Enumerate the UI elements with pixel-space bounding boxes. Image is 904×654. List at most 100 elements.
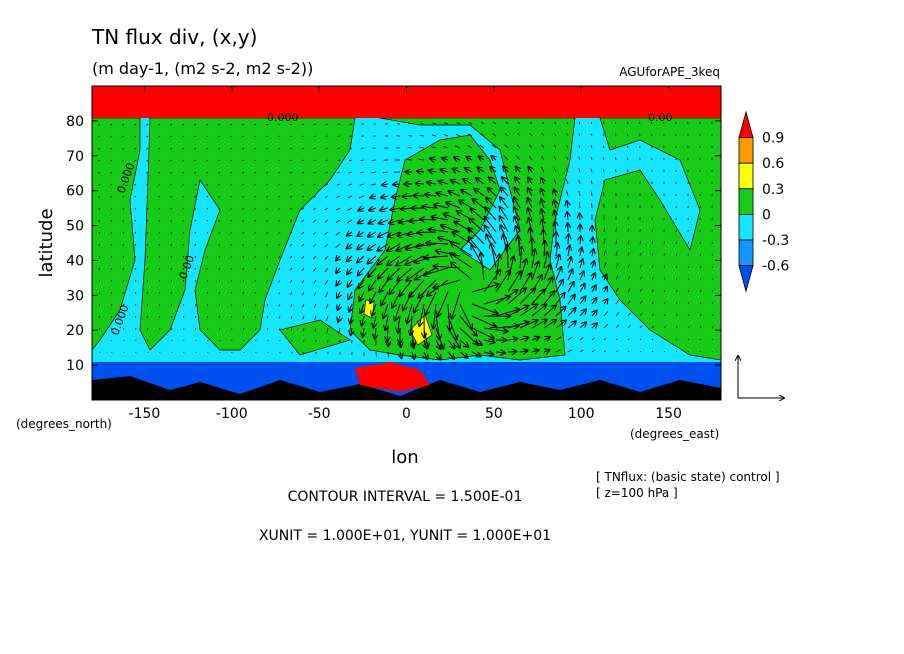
flux-vector bbox=[425, 291, 437, 315]
flux-vector bbox=[699, 253, 702, 257]
colorbar-label: 0.6 bbox=[762, 156, 784, 172]
colorbar: 0.9 0.6 0.3 0 -0.3 -0.6 bbox=[738, 110, 789, 293]
flux-vector bbox=[401, 208, 413, 209]
flux-vector bbox=[230, 255, 233, 258]
flux-vector bbox=[326, 327, 329, 333]
flux-vector bbox=[604, 287, 607, 292]
flux-vector bbox=[651, 121, 653, 125]
flux-vector bbox=[639, 325, 643, 329]
flux-vector bbox=[194, 243, 197, 246]
flux-vector bbox=[443, 134, 449, 137]
flux-vector bbox=[218, 159, 221, 162]
flux-vector bbox=[699, 241, 701, 245]
flux-vector bbox=[514, 198, 521, 209]
colorbar-segment bbox=[738, 239, 754, 267]
flux-vector bbox=[336, 171, 341, 174]
tropical-pattern bbox=[92, 376, 721, 400]
flux-vector bbox=[98, 255, 101, 258]
flux-vector bbox=[370, 183, 377, 186]
colorbar-top-triangle bbox=[738, 110, 754, 138]
flux-vector bbox=[313, 303, 317, 309]
flux-vector bbox=[711, 338, 714, 341]
flux-vector bbox=[230, 135, 233, 138]
flux-vector bbox=[230, 147, 233, 150]
flux-vector bbox=[447, 339, 455, 348]
flux-vector bbox=[451, 180, 461, 184]
flux-vector bbox=[414, 291, 425, 313]
flux-vector bbox=[440, 170, 449, 173]
flux-vector bbox=[489, 177, 497, 185]
flux-vector bbox=[146, 255, 149, 258]
flux-vector bbox=[277, 171, 281, 174]
flux-vector bbox=[554, 133, 557, 137]
flux-vector bbox=[266, 303, 269, 307]
flux-vector bbox=[182, 327, 185, 331]
x-axis-label: lon bbox=[391, 447, 418, 468]
flux-vector bbox=[541, 155, 545, 161]
flux-vector bbox=[182, 123, 185, 126]
flux-vector bbox=[407, 303, 413, 323]
flux-vector bbox=[277, 135, 281, 138]
flux-vector bbox=[134, 315, 137, 318]
flux-vector bbox=[639, 313, 643, 317]
flux-vector bbox=[393, 184, 401, 185]
flux-vector bbox=[146, 303, 149, 306]
flux-vector bbox=[218, 207, 221, 210]
flux-vector bbox=[230, 183, 233, 186]
flux-vector bbox=[313, 291, 317, 296]
flux-vector bbox=[492, 133, 497, 137]
flux-vector bbox=[98, 195, 101, 198]
flux-vector bbox=[463, 179, 473, 185]
flux-vector bbox=[266, 219, 269, 222]
flux-vector bbox=[134, 291, 137, 294]
flux-vector bbox=[98, 327, 101, 330]
flux-vector bbox=[436, 351, 441, 359]
flux-vector bbox=[567, 295, 575, 305]
flux-vector bbox=[314, 327, 317, 332]
flux-vector bbox=[301, 147, 305, 150]
flux-vector bbox=[687, 241, 689, 245]
flux-vector bbox=[134, 279, 137, 282]
flux-vector bbox=[230, 195, 233, 198]
flux-vector bbox=[134, 243, 137, 246]
flux-vector bbox=[687, 229, 689, 233]
x-tick-label: -100 bbox=[216, 406, 248, 422]
flux-vector bbox=[242, 255, 245, 258]
flux-vector bbox=[134, 123, 137, 126]
flux-vector bbox=[146, 195, 149, 198]
flux-vector bbox=[122, 267, 125, 270]
flux-vector bbox=[426, 243, 449, 244]
flux-vector bbox=[592, 261, 594, 269]
flux-vector bbox=[432, 122, 437, 125]
contour-label: 0.000 bbox=[267, 111, 299, 124]
flux-vector bbox=[567, 269, 573, 281]
flux-vector bbox=[687, 265, 690, 269]
flux-vector bbox=[379, 279, 389, 292]
flux-vector bbox=[206, 147, 209, 150]
x-tick-label: -50 bbox=[308, 406, 331, 422]
flux-vector bbox=[471, 352, 481, 356]
flux-vector bbox=[529, 132, 533, 137]
flux-vector bbox=[675, 229, 677, 233]
flux-vector bbox=[474, 189, 485, 197]
flux-vector bbox=[324, 279, 329, 285]
flux-vector bbox=[170, 195, 173, 198]
flux-vector bbox=[313, 219, 317, 223]
flux-vector bbox=[555, 307, 566, 317]
flux-vector bbox=[553, 167, 557, 173]
flux-vector bbox=[434, 205, 449, 208]
flux-vector bbox=[146, 243, 149, 246]
colorbar-segment bbox=[738, 188, 754, 215]
flux-vector bbox=[578, 190, 581, 197]
flux-vector bbox=[351, 327, 352, 335]
flux-vector bbox=[254, 195, 257, 198]
flux-vector bbox=[158, 171, 161, 174]
flux-vector bbox=[451, 262, 473, 281]
flux-vector bbox=[110, 291, 113, 294]
flux-vector bbox=[218, 243, 221, 246]
x-tick-label: 0 bbox=[402, 406, 411, 422]
flux-vector bbox=[277, 123, 281, 126]
flux-vector bbox=[469, 219, 485, 233]
flux-vector bbox=[377, 243, 389, 251]
flux-vector bbox=[218, 231, 221, 234]
